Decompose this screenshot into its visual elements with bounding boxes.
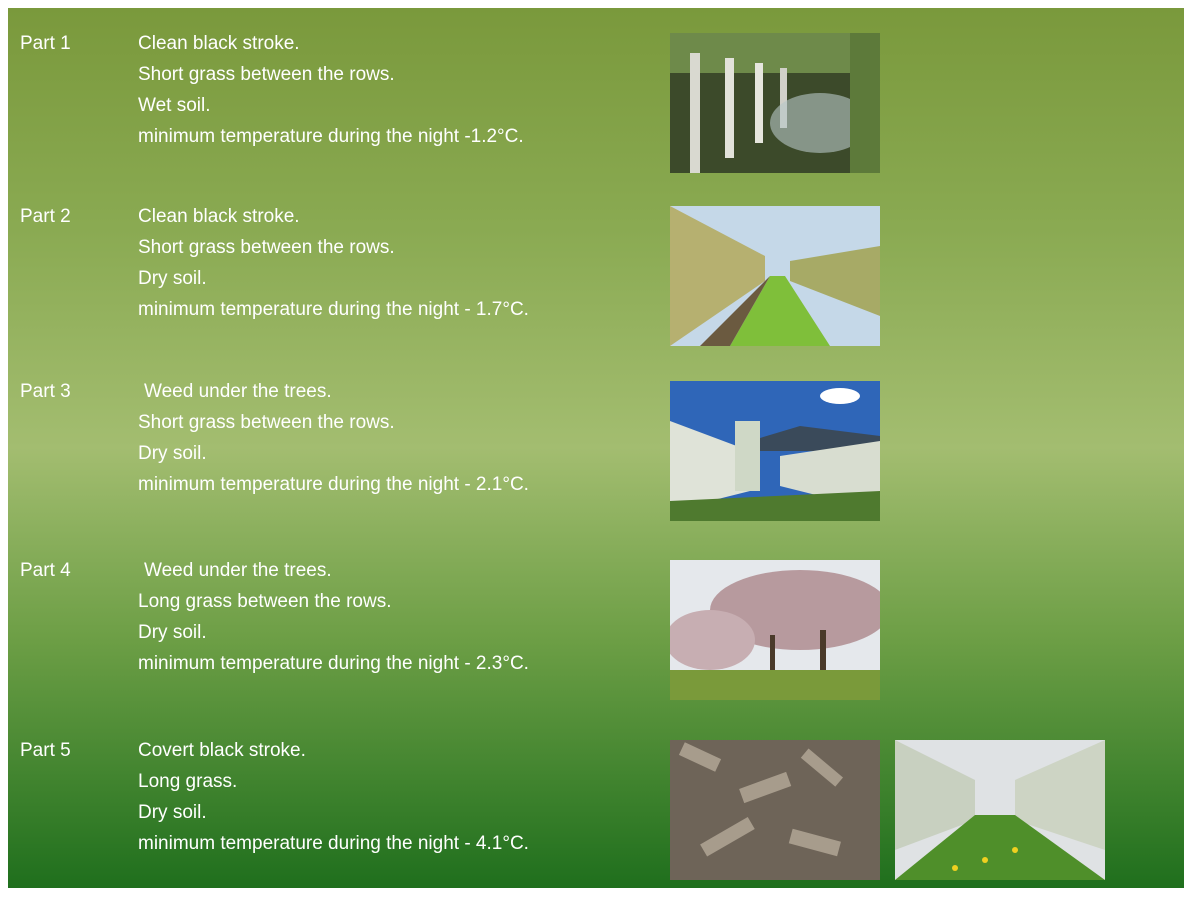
photo (670, 206, 880, 346)
line: Clean black stroke. (138, 28, 678, 59)
part-label: Part 3 (20, 376, 130, 407)
line: Dry soil. (138, 617, 678, 648)
line: minimum temperature during the night - 1… (138, 294, 678, 325)
line: Short grass between the rows. (138, 59, 678, 90)
photo (895, 740, 1105, 880)
line: Dry soil. (138, 797, 678, 828)
photo (670, 381, 880, 521)
part-label: Part 4 (20, 555, 130, 586)
photo (670, 560, 880, 700)
part-label: Part 2 (20, 201, 130, 232)
line: Long grass between the rows. (138, 586, 678, 617)
line: Short grass between the rows. (138, 232, 678, 263)
line: Long grass. (138, 766, 678, 797)
page: {"parts":[ {"label":"Part 1","lines":["C… (0, 0, 1192, 899)
line: minimum temperature during the night - 2… (138, 469, 678, 500)
line: minimum temperature during the night - 4… (138, 828, 678, 859)
line: minimum temperature during the night -1.… (138, 121, 678, 152)
slide: Part 1 Clean black stroke. Short grass b… (8, 8, 1184, 888)
photo (670, 740, 880, 880)
part-label: Part 5 (20, 735, 130, 766)
line: Wet soil. (138, 90, 678, 121)
line: Clean black stroke. (138, 201, 678, 232)
line: Short grass between the rows. (138, 407, 678, 438)
line: minimum temperature during the night - 2… (138, 648, 678, 679)
part-label: Part 1 (20, 28, 130, 59)
line: Weed under the trees. (138, 376, 678, 407)
line: Dry soil. (138, 263, 678, 294)
line: Weed under the trees. (138, 555, 678, 586)
photo (670, 33, 880, 173)
line: Dry soil. (138, 438, 678, 469)
line: Covert black stroke. (138, 735, 678, 766)
